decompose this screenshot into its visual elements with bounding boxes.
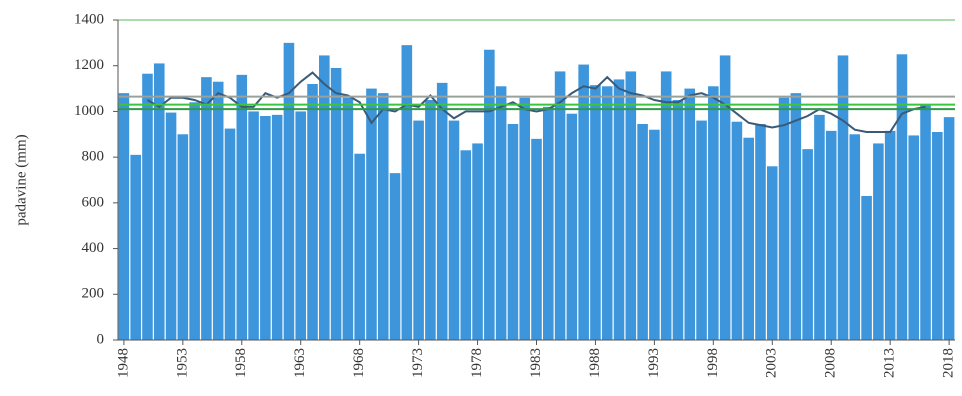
bar (118, 93, 130, 341)
bar (896, 54, 908, 341)
bar (165, 112, 177, 340)
bar (413, 120, 424, 340)
bar (201, 77, 212, 341)
bar (932, 132, 943, 340)
bar (554, 71, 566, 340)
bar (731, 121, 743, 340)
x-tick-label: 1983 (528, 348, 544, 378)
x-tick-label: 1988 (587, 348, 603, 378)
bar (943, 117, 955, 341)
bar (542, 106, 554, 340)
bar (177, 134, 189, 340)
y-tick-label: 1400 (74, 11, 104, 27)
x-tick-label: 2018 (941, 348, 957, 378)
y-tick-label: 1200 (74, 57, 104, 73)
y-tick-label: 600 (82, 194, 105, 210)
bar (260, 116, 271, 340)
bar (861, 196, 872, 340)
moving-average-line (146, 71, 926, 133)
bar (283, 42, 295, 340)
bar (153, 63, 165, 341)
bar (837, 55, 849, 341)
x-tick-label: 2008 (823, 348, 839, 378)
bar (295, 111, 307, 340)
bar (319, 55, 330, 341)
bar (248, 111, 259, 340)
bar (448, 120, 460, 340)
bar (708, 86, 719, 341)
bar (307, 84, 318, 340)
bar (224, 128, 236, 340)
bar (825, 130, 837, 340)
bar (814, 114, 825, 340)
bar (495, 86, 507, 341)
y-axis-label: padavine (mm) (13, 134, 29, 225)
x-tick-label: 1973 (410, 348, 426, 378)
y-tick-label: 400 (82, 240, 105, 256)
bar (366, 88, 377, 340)
bar (507, 124, 519, 340)
bar (436, 82, 448, 340)
bar (613, 79, 625, 340)
bar (342, 97, 354, 340)
bar (755, 124, 766, 340)
y-tick-label: 800 (82, 149, 105, 165)
bar (790, 93, 802, 341)
y-tick-label: 0 (97, 331, 105, 347)
bar (484, 49, 495, 340)
x-tick-label: 1978 (469, 348, 485, 378)
bar (849, 134, 861, 340)
bar (625, 71, 637, 340)
bar (472, 143, 483, 340)
bar (908, 135, 920, 340)
bar (684, 88, 696, 340)
bar (578, 64, 589, 341)
bar (743, 137, 754, 340)
bar (377, 93, 389, 341)
y-tick-label: 1000 (74, 103, 104, 119)
bar (212, 81, 224, 340)
bar (425, 100, 436, 340)
bar (637, 124, 648, 340)
bar (696, 120, 707, 340)
bar (531, 138, 542, 340)
bar (401, 45, 413, 341)
x-tick-label: 1948 (115, 348, 131, 378)
bar (601, 86, 613, 341)
bar (802, 149, 813, 340)
bar (672, 100, 684, 340)
bar (519, 97, 531, 340)
bar (873, 143, 884, 340)
x-tick-label: 1953 (174, 348, 190, 378)
bar (189, 102, 200, 341)
x-tick-label: 1993 (646, 348, 662, 378)
x-tick-label: 2013 (882, 348, 898, 378)
bar (354, 153, 365, 340)
x-tick-label: 1968 (351, 348, 367, 378)
bar (766, 166, 778, 340)
y-tick-label: 200 (82, 286, 105, 302)
x-tick-label: 2003 (764, 348, 780, 378)
bar (719, 55, 731, 341)
bar (389, 173, 401, 340)
bar (566, 113, 578, 340)
bar (649, 129, 660, 340)
x-tick-label: 1998 (705, 348, 721, 378)
bar (236, 74, 248, 340)
x-tick-label: 1963 (292, 348, 308, 378)
bar (460, 150, 472, 340)
bar (778, 97, 790, 340)
x-tick-label: 1958 (233, 348, 249, 378)
bar (884, 130, 896, 340)
bar (330, 68, 342, 340)
bar (142, 73, 153, 340)
bar (660, 71, 672, 340)
bar (920, 104, 931, 340)
bar (130, 154, 141, 340)
bar (590, 85, 601, 341)
bar (271, 114, 283, 340)
